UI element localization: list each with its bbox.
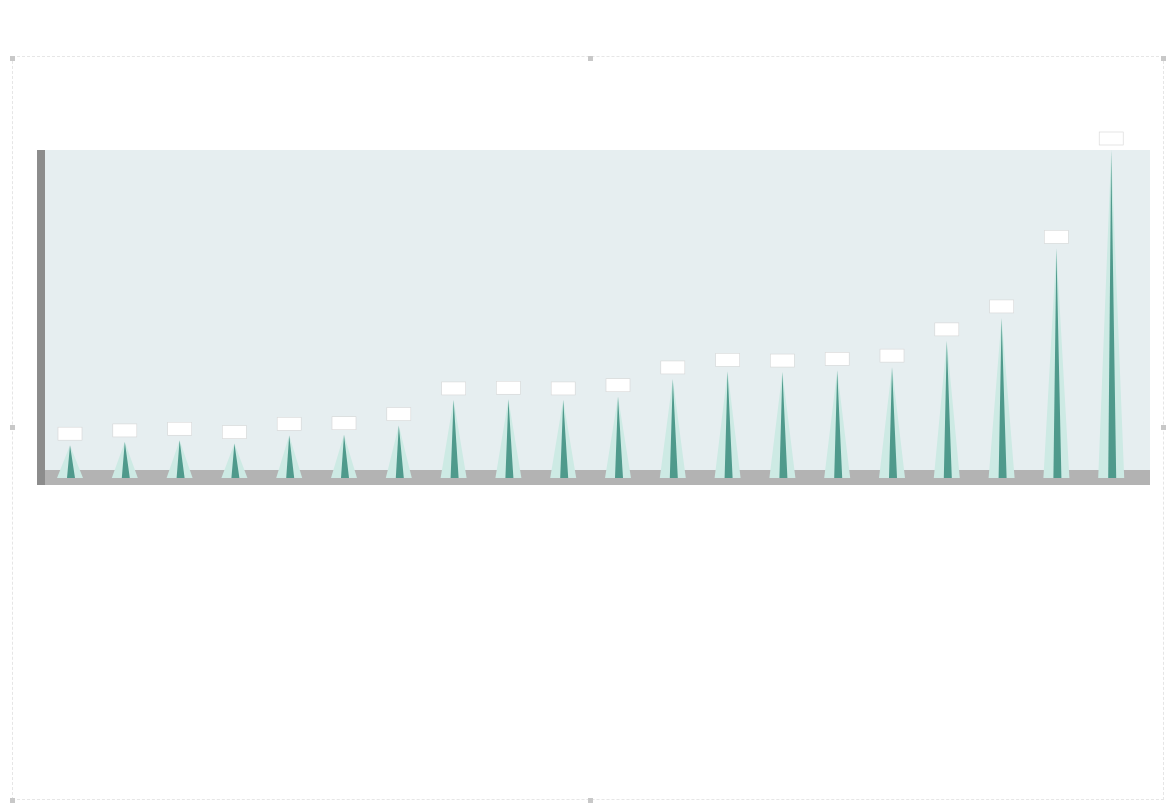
data-label-box-3 [167, 421, 192, 436]
spike-core-18 [998, 317, 1007, 478]
data-label-box-9 [496, 380, 521, 395]
data-label-box-4 [222, 425, 247, 439]
spike-core-2 [121, 441, 130, 478]
resize-handle-top-left[interactable] [10, 56, 15, 61]
plot-background [40, 150, 1150, 483]
data-label-box-15 [824, 352, 850, 366]
spike-core-4 [231, 443, 240, 478]
spike-core-15 [834, 370, 843, 478]
data-label-box-18 [989, 299, 1014, 314]
spike-core-10 [560, 399, 569, 478]
resize-handle-middle-left[interactable] [10, 425, 15, 430]
spike-core-12 [669, 378, 678, 478]
spike-core-8 [450, 399, 459, 478]
spike-core-3 [176, 440, 185, 478]
data-label-box-13 [715, 353, 740, 367]
data-label-box-19 [1044, 230, 1069, 244]
spike-core-17 [943, 340, 952, 478]
data-label-box-1 [57, 426, 83, 441]
data-label-box-7 [386, 407, 412, 421]
resize-handle-top-right[interactable] [1161, 56, 1166, 61]
spike-series [57, 150, 1125, 478]
data-label-box-16 [879, 348, 905, 363]
resize-handle-bottom-left[interactable] [10, 798, 15, 803]
spike-core-14 [779, 372, 788, 478]
spike-core-11 [615, 396, 623, 478]
spike-core-16 [889, 367, 897, 478]
data-label-box-10 [550, 381, 576, 396]
spike-core-9 [505, 399, 514, 478]
spike-core-20 [1108, 150, 1117, 478]
data-label-box-11 [605, 378, 631, 392]
data-label-box-12 [660, 360, 686, 375]
spike-core-13 [724, 371, 733, 478]
data-label-box-20 [1098, 131, 1124, 146]
chart-floor [40, 470, 1150, 485]
data-label-box-5 [276, 417, 302, 431]
resize-handle-middle-right[interactable] [1161, 425, 1166, 430]
data-label-group [57, 131, 1124, 441]
data-label-box-2 [112, 423, 138, 438]
data-label-box-17 [934, 322, 960, 337]
data-label-box-8 [441, 381, 466, 396]
spike-core-6 [341, 434, 349, 478]
spike-core-5 [286, 435, 295, 478]
spike-core-1 [67, 445, 75, 478]
data-label-box-14 [770, 353, 795, 368]
resize-handle-top-center[interactable] [588, 56, 593, 61]
value-axis-bar [37, 150, 45, 485]
spike-core-19 [1053, 248, 1062, 478]
data-label-box-6 [331, 416, 357, 431]
spike-core-7 [395, 425, 404, 478]
resize-handle-bottom-center[interactable] [588, 798, 593, 803]
